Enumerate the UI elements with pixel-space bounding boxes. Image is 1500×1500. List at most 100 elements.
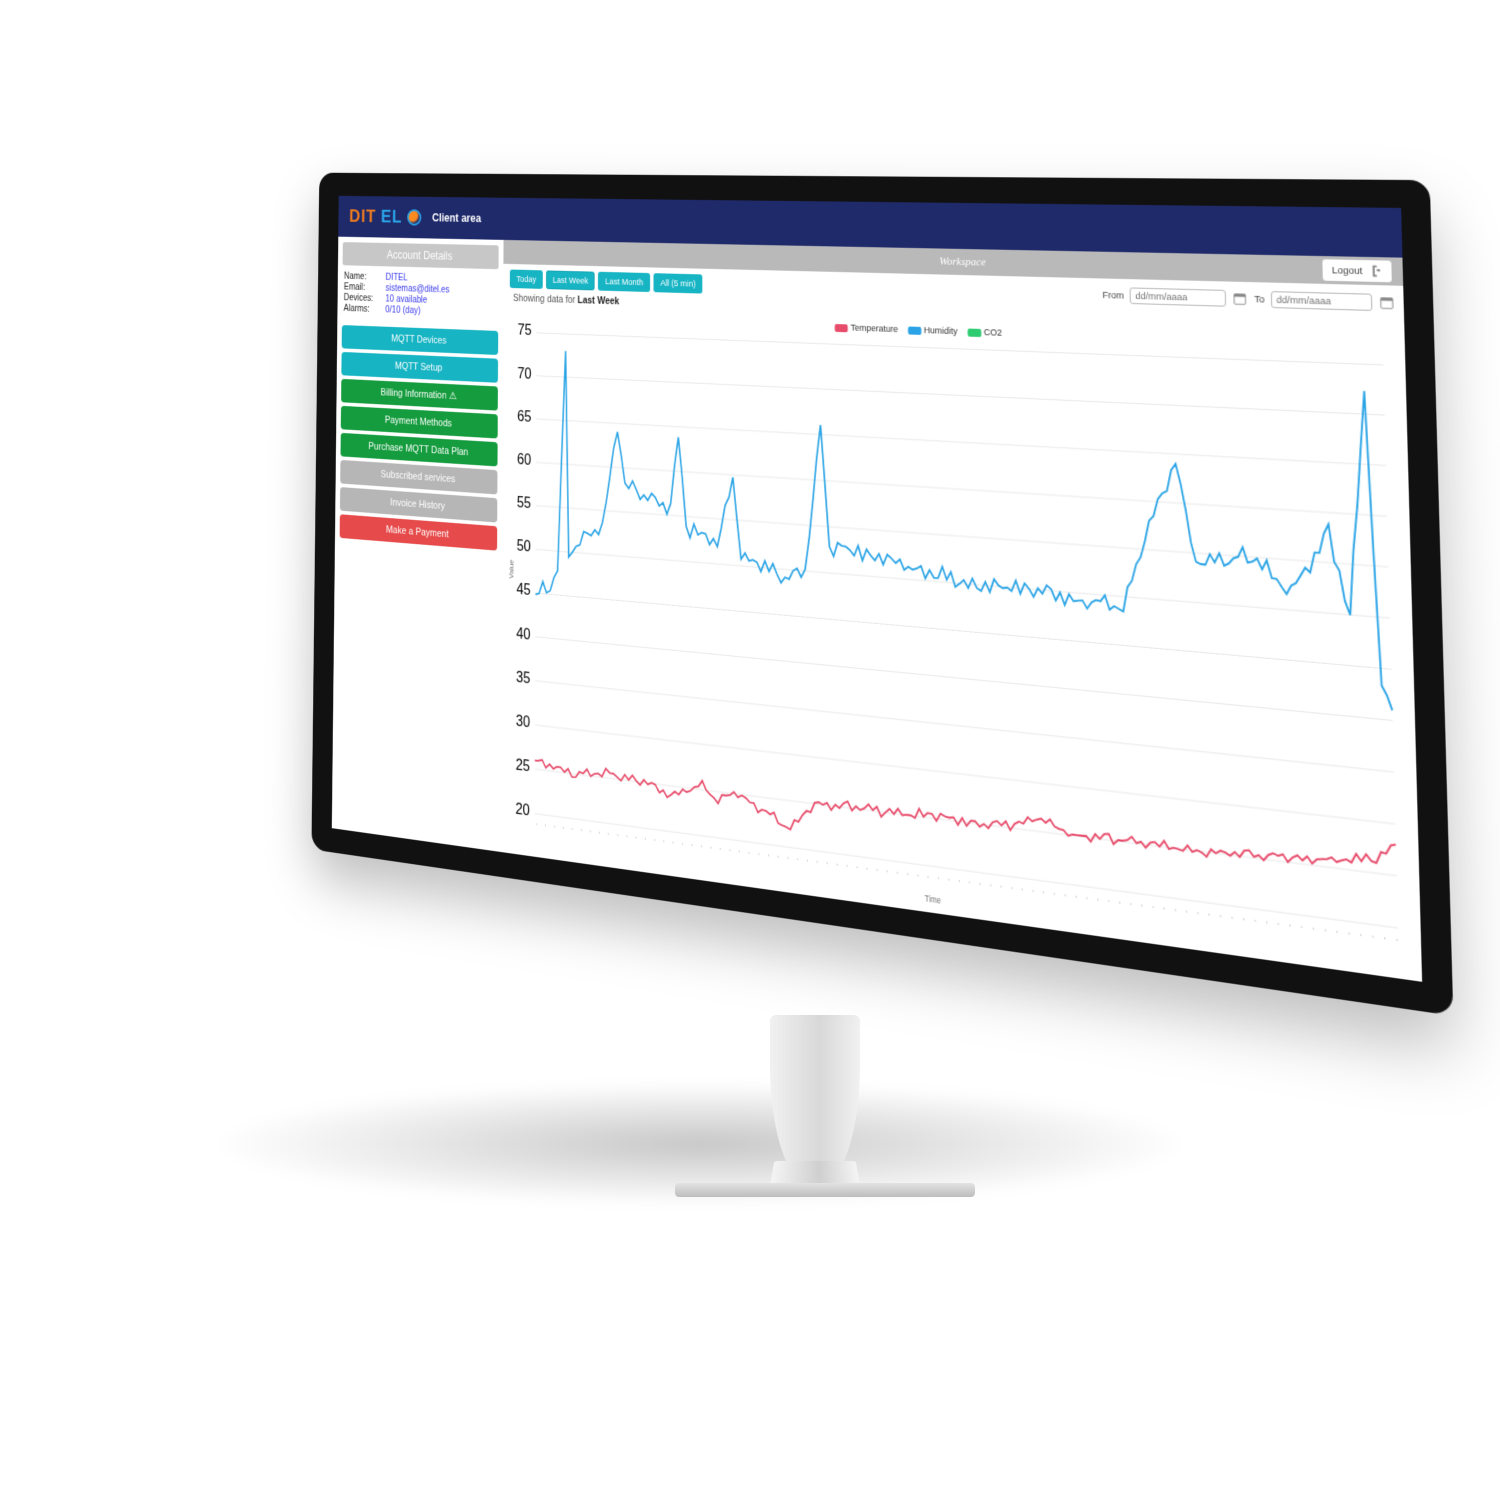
workspace-title: Workspace [939, 255, 986, 268]
range-button-group: TodayLast WeekLast MonthAll (5 min) [510, 270, 703, 294]
svg-text:·: · [1262, 919, 1273, 924]
svg-text:·: · [1239, 916, 1250, 921]
svg-text:30: 30 [516, 713, 530, 732]
svg-text:·: · [1159, 906, 1169, 911]
date-to-label: To [1254, 294, 1264, 305]
svg-text:·: · [755, 851, 764, 856]
svg-text:·: · [605, 831, 614, 836]
svg-text:·: · [697, 844, 706, 849]
svg-text:·: · [813, 859, 822, 864]
svg-text:·: · [632, 835, 641, 840]
svg-text:·: · [1071, 894, 1081, 899]
svg-text:·: · [976, 881, 986, 886]
svg-text:·: · [1126, 901, 1136, 906]
svg-text:55: 55 [517, 495, 531, 513]
date-to-input[interactable] [1271, 291, 1373, 311]
svg-text:45: 45 [516, 581, 530, 599]
account-details: Name:DITELEmail:sistemas@ditel.esDevices… [342, 271, 499, 326]
svg-text:·: · [1332, 929, 1343, 935]
svg-text:·: · [1273, 921, 1284, 926]
logout-icon [1367, 263, 1383, 278]
logout-label: Logout [1332, 265, 1363, 276]
svg-text:20: 20 [515, 801, 529, 820]
sidebar: Account Details Name:DITELEmail:sistemas… [332, 237, 504, 852]
svg-text:·: · [934, 875, 944, 880]
svg-text:·: · [716, 846, 725, 851]
svg-text:·: · [726, 847, 735, 852]
range-button-last-week[interactable]: Last Week [546, 270, 595, 290]
svg-text:·: · [542, 823, 550, 828]
detail-value: sistemas@ditel.es [385, 283, 449, 295]
range-button-last-month[interactable]: Last Month [598, 272, 650, 292]
showing-value: Last Week [578, 296, 620, 308]
svg-text:25: 25 [516, 757, 530, 776]
range-button-today[interactable]: Today [510, 270, 543, 289]
svg-text:·: · [1061, 892, 1071, 897]
svg-text:35: 35 [516, 669, 530, 688]
svg-text:·: · [1082, 895, 1092, 900]
svg-text:Time: Time [925, 893, 942, 906]
logout-button[interactable]: Logout [1323, 259, 1392, 282]
svg-text:·: · [1297, 924, 1308, 929]
svg-text:·: · [688, 842, 697, 847]
sidebar-item-billing-information-[interactable]: Billing Information ⚠ [341, 379, 498, 411]
svg-text:·: · [1148, 904, 1158, 909]
svg-text:·: · [873, 867, 882, 872]
series-humidity [535, 350, 1392, 710]
svg-text:·: · [784, 855, 793, 860]
svg-text:·: · [853, 865, 862, 870]
svg-text:·: · [707, 845, 716, 850]
screen: DITEL Client area Account Details Name:D… [332, 196, 1422, 982]
svg-text:·: · [745, 850, 754, 855]
brand-text-1: DIT [349, 206, 376, 227]
svg-text:·: · [774, 854, 783, 859]
calendar-icon[interactable] [1233, 291, 1248, 306]
range-button-all-5-min-[interactable]: All (5 min) [653, 273, 702, 293]
date-from-input[interactable] [1130, 287, 1227, 306]
sidebar-item-mqtt-devices[interactable]: MQTT Devices [342, 325, 499, 355]
detail-value: 0/10 (day) [385, 305, 420, 316]
monitor-shadow [120, 1080, 1280, 1240]
detail-value: 10 available [385, 294, 427, 305]
date-range-picker: From To [1102, 287, 1395, 312]
monitor-stand-foot [675, 1183, 975, 1197]
svg-text:·: · [883, 869, 893, 874]
svg-text:·: · [965, 880, 975, 885]
date-from-label: From [1102, 290, 1124, 301]
calendar-icon[interactable] [1379, 295, 1395, 311]
main-panel: Workspace Logout TodayLast WeekLast Mont… [500, 240, 1422, 982]
topbar-title: Client area [432, 211, 481, 224]
account-details-header: Account Details [343, 242, 499, 269]
svg-text:·: · [669, 840, 678, 845]
svg-text:·: · [1171, 907, 1182, 912]
legend-item-co2: CO2 [967, 326, 1002, 337]
detail-key: Devices: [344, 293, 381, 304]
svg-text:·: · [803, 858, 812, 863]
detail-key: Alarms: [344, 304, 381, 315]
sidebar-item-mqtt-setup[interactable]: MQTT Setup [341, 352, 498, 383]
svg-text:·: · [1356, 932, 1367, 938]
svg-text:·: · [1227, 915, 1238, 920]
svg-text:·: · [863, 866, 872, 871]
svg-text:·: · [596, 830, 605, 835]
svg-text:40: 40 [516, 625, 530, 643]
svg-text:·: · [1093, 897, 1103, 902]
sidebar-nav: MQTT DevicesMQTT SetupBilling Informatio… [340, 325, 499, 551]
svg-text:·: · [903, 871, 913, 876]
svg-text:·: · [843, 863, 852, 868]
svg-text:60: 60 [517, 451, 531, 469]
svg-text:·: · [1193, 910, 1204, 915]
svg-text:50: 50 [517, 538, 531, 556]
svg-text:·: · [833, 862, 842, 867]
svg-text:·: · [1285, 923, 1296, 928]
svg-text:·: · [1007, 885, 1017, 890]
svg-text:·: · [986, 882, 996, 887]
svg-text:·: · [551, 824, 559, 829]
svg-text:·: · [1115, 900, 1125, 905]
detail-key: Name: [344, 272, 381, 283]
monitor-frame: DITEL Client area Account Details Name:D… [311, 173, 1453, 1016]
chart-area: TemperatureHumidityCO2 20253035404550556… [500, 307, 1422, 982]
svg-text:·: · [660, 839, 669, 844]
detail-key: Email: [344, 282, 381, 293]
svg-text:·: · [924, 874, 934, 879]
